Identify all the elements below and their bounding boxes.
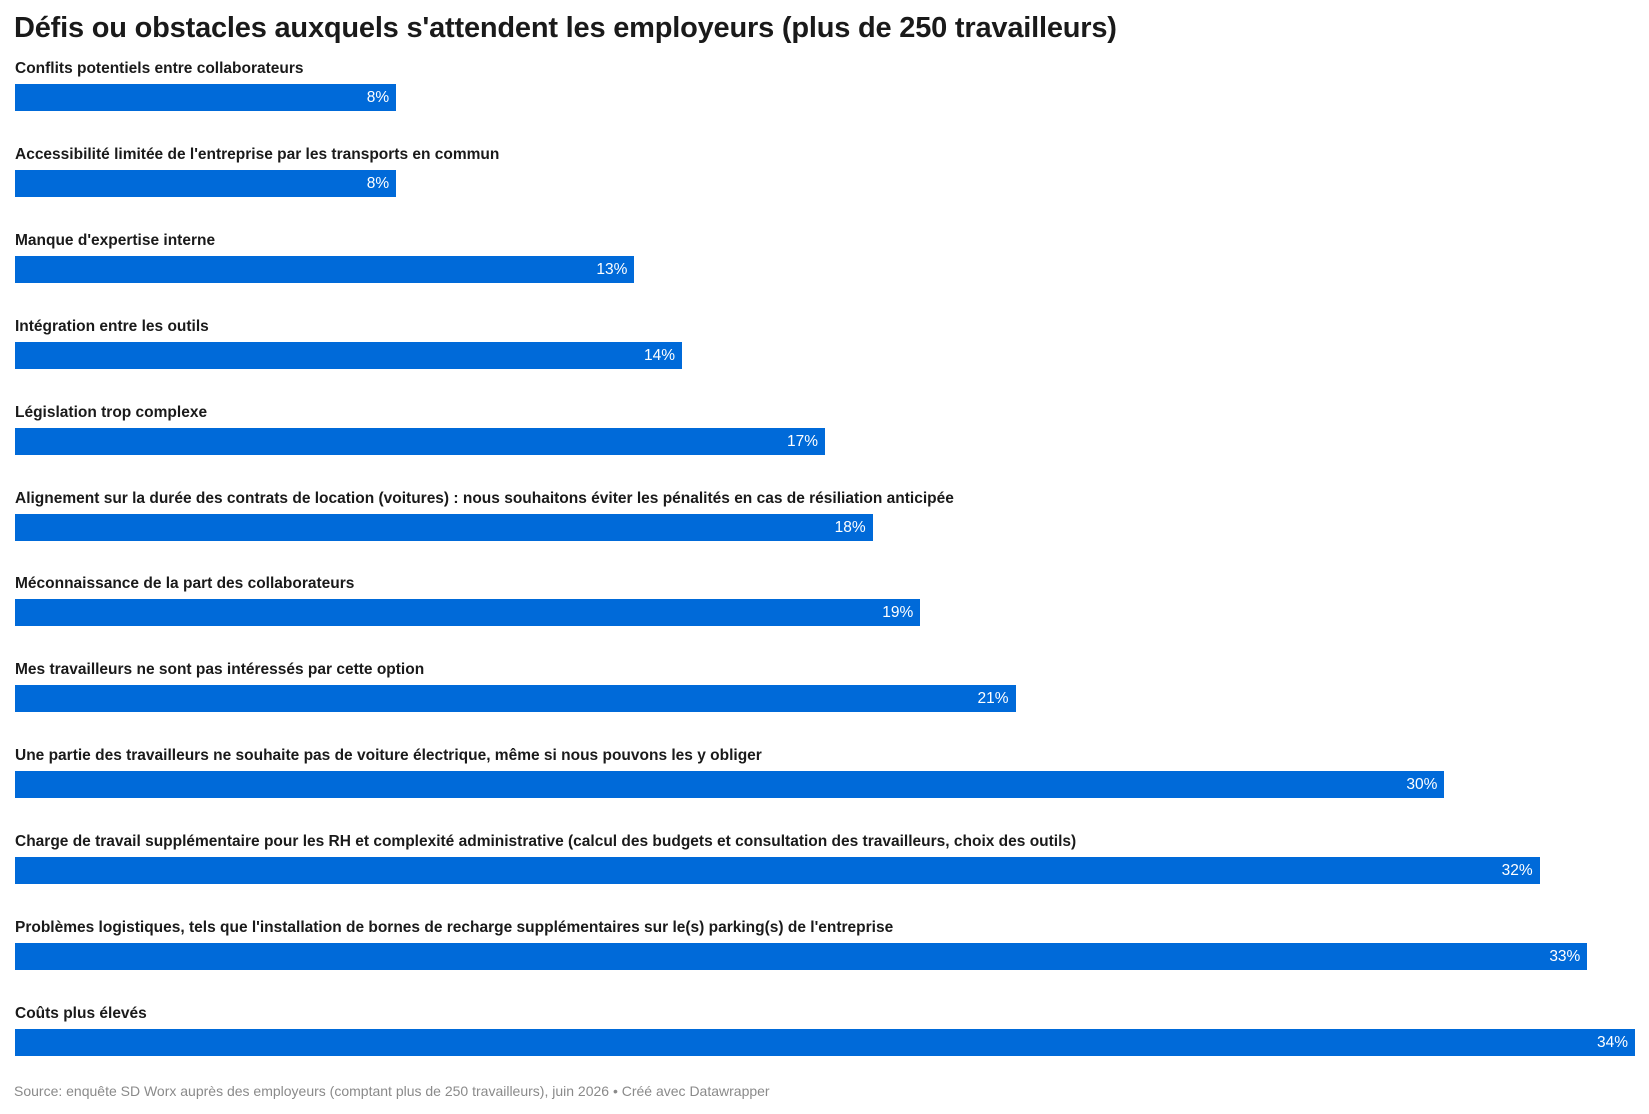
category-label: Législation trop complexe — [15, 403, 208, 421]
source-note: Source: enquête SD Worx auprès des emplo… — [14, 1083, 770, 1099]
bar: 14% — [15, 341, 683, 369]
category-label: Méconnaissance de la part des collaborat… — [15, 575, 355, 593]
bar: 18% — [15, 513, 873, 541]
bar-row: Mes travailleurs ne sont pas intéressés … — [15, 661, 1635, 721]
chart-title: Défis ou obstacles auxquels s'attendent … — [14, 12, 1117, 44]
category-label: Manque d'expertise interne — [15, 231, 216, 249]
bar-value-label: 30% — [1406, 776, 1438, 794]
category-label: Charge de travail supplémentaire pour le… — [15, 833, 1077, 851]
bar-row: Manque d'expertise interne 13% — [15, 232, 1635, 292]
category-label: Une partie des travailleurs ne souhaite … — [15, 747, 762, 765]
bar-row: Accessibilité limitée de l'entreprise pa… — [15, 146, 1635, 206]
bar: 33% — [15, 943, 1588, 970]
bar-value-label: 18% — [834, 518, 866, 536]
bar: 19% — [15, 599, 921, 627]
bar: 34% — [15, 1028, 1635, 1056]
bar: 8% — [15, 169, 397, 197]
bar-row: Alignement sur la durée des contrats de … — [15, 490, 1635, 550]
bar-value-label: 13% — [596, 260, 628, 278]
bar-value-label: 32% — [1501, 862, 1533, 880]
category-label: Accessibilité limitée de l'entreprise pa… — [15, 145, 500, 163]
bar-row: Charge de travail supplémentaire pour le… — [15, 833, 1635, 893]
bar: 17% — [15, 427, 825, 455]
bar-value-label: 14% — [644, 346, 676, 364]
category-label: Mes travailleurs ne sont pas intéressés … — [15, 661, 425, 679]
bar-value-label: 34% — [1596, 1033, 1628, 1051]
bar-value-label: 17% — [786, 432, 818, 450]
bar-row: Législation trop complexe 17% — [15, 404, 1635, 464]
bar-row: Problèmes logistiques, tels que l'instal… — [15, 919, 1635, 979]
category-label: Alignement sur la durée des contrats de … — [15, 489, 954, 507]
category-label: Conflits potentiels entre collaborateurs — [15, 60, 304, 77]
bar: 32% — [15, 857, 1540, 885]
bar-value-label: 8% — [366, 174, 390, 192]
category-label: Intégration entre les outils — [15, 317, 209, 335]
bar-value-label: 33% — [1549, 948, 1581, 965]
bar-value-label: 19% — [882, 604, 914, 622]
bar-row: Une partie des travailleurs ne souhaite … — [15, 747, 1635, 807]
bar: 21% — [15, 685, 1016, 713]
category-label: Coûts plus élevés — [15, 1004, 147, 1022]
bar: 8% — [15, 84, 397, 111]
bar-chart: Conflits potentiels entre collaborateurs… — [15, 0, 1635, 1070]
bar: 13% — [15, 255, 635, 283]
bar-row: Conflits potentiels entre collaborateurs… — [15, 60, 1635, 120]
bar-row: Coûts plus élevés 34% — [15, 1005, 1635, 1065]
bar: 30% — [15, 771, 1445, 799]
bar-value-label: 21% — [977, 690, 1009, 708]
bar-row: Intégration entre les outils 14% — [15, 318, 1635, 378]
bar-row: Méconnaissance de la part des collaborat… — [15, 575, 1635, 635]
bar-value-label: 8% — [366, 89, 390, 106]
category-label: Problèmes logistiques, tels que l'instal… — [15, 919, 894, 936]
